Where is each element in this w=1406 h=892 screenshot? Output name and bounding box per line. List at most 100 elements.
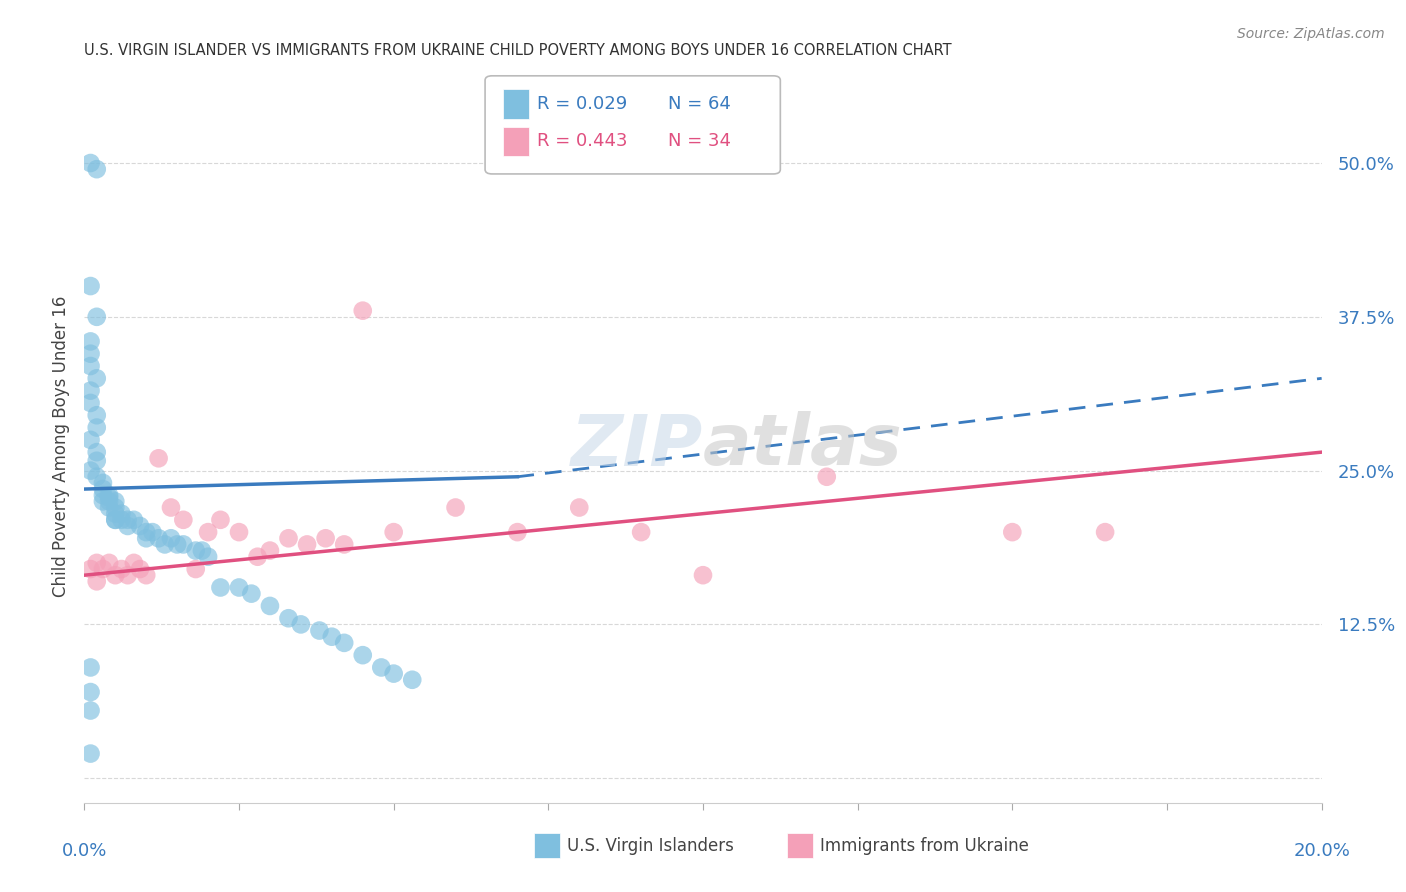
Text: 0.0%: 0.0%	[62, 842, 107, 860]
Point	[444, 500, 467, 515]
Point	[129, 562, 152, 576]
Point	[240, 587, 263, 601]
Point	[630, 525, 652, 540]
Point	[98, 556, 121, 570]
Text: N = 64: N = 64	[668, 95, 731, 113]
Point	[135, 568, 157, 582]
Point	[104, 513, 127, 527]
Point	[79, 704, 101, 718]
Point	[172, 513, 194, 527]
Point	[98, 488, 121, 502]
Point	[295, 537, 318, 551]
Point	[104, 494, 127, 508]
Point	[86, 420, 108, 434]
Point	[104, 507, 127, 521]
Point	[290, 617, 312, 632]
Point	[568, 500, 591, 515]
Point	[79, 347, 101, 361]
Point	[382, 666, 405, 681]
Point	[352, 648, 374, 662]
Point	[79, 660, 101, 674]
Point	[228, 581, 250, 595]
Point	[129, 519, 152, 533]
Point	[315, 531, 337, 545]
Point	[91, 488, 114, 502]
Point	[79, 359, 101, 373]
Point	[277, 531, 299, 545]
Point	[228, 525, 250, 540]
Text: R = 0.443: R = 0.443	[537, 132, 627, 150]
Point	[308, 624, 330, 638]
Point	[86, 574, 108, 589]
Point	[86, 162, 108, 177]
Point	[117, 568, 139, 582]
Text: U.S. Virgin Islanders: U.S. Virgin Islanders	[567, 837, 734, 855]
Point	[197, 549, 219, 564]
Point	[172, 537, 194, 551]
Text: U.S. VIRGIN ISLANDER VS IMMIGRANTS FROM UKRAINE CHILD POVERTY AMONG BOYS UNDER 1: U.S. VIRGIN ISLANDER VS IMMIGRANTS FROM …	[84, 43, 952, 58]
Point	[153, 537, 176, 551]
Point	[86, 469, 108, 483]
Point	[91, 494, 114, 508]
Point	[98, 494, 121, 508]
Point	[86, 454, 108, 468]
Point	[815, 469, 838, 483]
Text: Source: ZipAtlas.com: Source: ZipAtlas.com	[1237, 27, 1385, 41]
Point	[401, 673, 423, 687]
Text: ZIP: ZIP	[571, 411, 703, 481]
Point	[91, 475, 114, 490]
Point	[122, 513, 145, 527]
Point	[321, 630, 343, 644]
Point	[246, 549, 269, 564]
Point	[86, 556, 108, 570]
Point	[184, 562, 207, 576]
Point	[104, 568, 127, 582]
Point	[98, 491, 121, 505]
Point	[160, 500, 183, 515]
Point	[79, 685, 101, 699]
Point	[209, 581, 232, 595]
Point	[1001, 525, 1024, 540]
Point	[86, 371, 108, 385]
Point	[135, 531, 157, 545]
Text: atlas: atlas	[703, 411, 903, 481]
Point	[79, 279, 101, 293]
Point	[104, 513, 127, 527]
Text: N = 34: N = 34	[668, 132, 731, 150]
Point	[86, 445, 108, 459]
Point	[277, 611, 299, 625]
Point	[79, 396, 101, 410]
Point	[91, 562, 114, 576]
Point	[98, 500, 121, 515]
Point	[191, 543, 214, 558]
Point	[692, 568, 714, 582]
Point	[382, 525, 405, 540]
Point	[117, 513, 139, 527]
Text: R = 0.029: R = 0.029	[537, 95, 627, 113]
Point	[197, 525, 219, 540]
Point	[110, 507, 132, 521]
Point	[370, 660, 392, 674]
Point	[79, 747, 101, 761]
Text: Immigrants from Ukraine: Immigrants from Ukraine	[820, 837, 1029, 855]
Point	[117, 519, 139, 533]
Point	[333, 537, 356, 551]
Point	[259, 599, 281, 613]
Point	[148, 531, 170, 545]
Point	[110, 513, 132, 527]
Point	[184, 543, 207, 558]
Point	[1094, 525, 1116, 540]
Point	[352, 303, 374, 318]
Point	[79, 156, 101, 170]
Y-axis label: Child Poverty Among Boys Under 16: Child Poverty Among Boys Under 16	[52, 295, 70, 597]
Point	[209, 513, 232, 527]
Point	[122, 556, 145, 570]
Point	[91, 482, 114, 496]
Point	[333, 636, 356, 650]
Point	[104, 500, 127, 515]
Point	[160, 531, 183, 545]
Point	[86, 310, 108, 324]
Point	[86, 409, 108, 423]
Point	[79, 433, 101, 447]
Point	[79, 562, 101, 576]
